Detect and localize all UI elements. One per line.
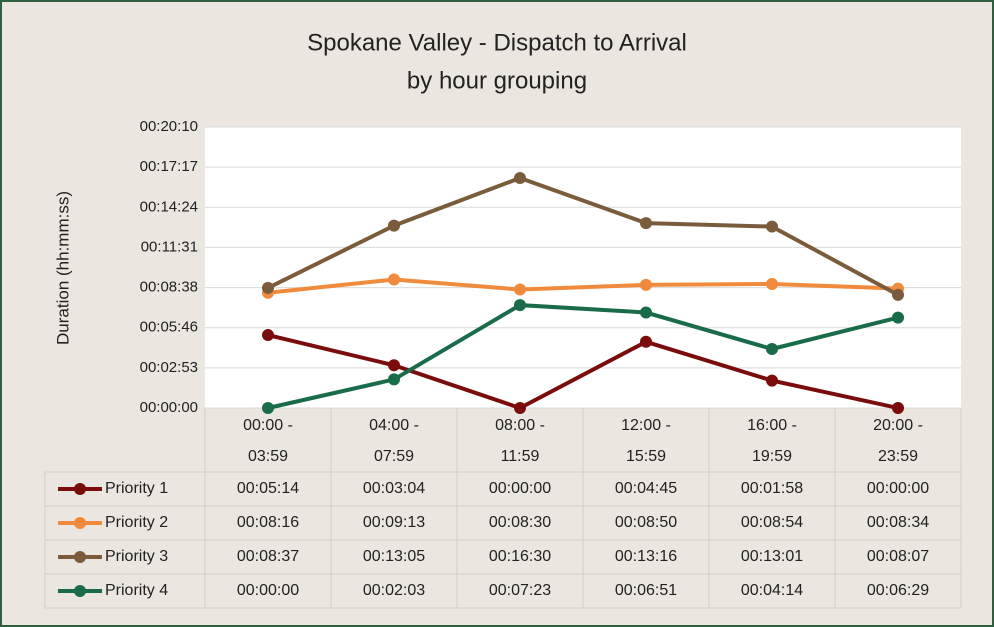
x-tick-label: 20:00 - 23:59: [873, 417, 923, 465]
table-cell: 00:00:00: [489, 480, 551, 497]
chart-subtitle: by hour grouping: [407, 67, 587, 94]
legend-label: Priority 3: [105, 548, 168, 565]
y-tick-label: 00:17:17: [140, 158, 198, 175]
plot-area: [205, 127, 961, 408]
y-tick-label: 00:11:31: [141, 238, 198, 255]
series-line: [267, 333, 899, 411]
table-cell: 00:05:14: [237, 480, 299, 497]
point: [514, 283, 526, 296]
table-cell: 00:08:07: [867, 548, 929, 565]
point: [262, 281, 274, 294]
point: [766, 277, 778, 290]
table-cell: 00:08:37: [237, 548, 299, 565]
table-cell: 00:00:00: [237, 582, 299, 599]
point: [514, 402, 526, 414]
table-cell: 00:07:23: [489, 582, 551, 599]
series-line: [267, 175, 899, 297]
point: [388, 373, 400, 386]
y-tick-label: 00:14:24: [140, 198, 198, 215]
legend-label: Priority 1: [105, 480, 168, 497]
chart-title: Spokane Valley - Dispatch to Arrival: [307, 29, 687, 56]
point: [640, 335, 652, 348]
point: [388, 359, 400, 372]
table-cell: 00:08:54: [741, 514, 803, 531]
table-cell: 00:04:45: [615, 480, 677, 497]
y-tick-label: 00:08:38: [140, 279, 198, 296]
table-cell: 00:02:03: [363, 582, 425, 599]
point: [640, 217, 652, 230]
point: [766, 342, 778, 355]
legend-key: [74, 551, 86, 563]
point: [388, 219, 400, 232]
point: [262, 329, 274, 342]
x-tick-label: 08:00 - 11:59: [495, 417, 545, 465]
legend-key: [74, 585, 86, 597]
table-cell: 00:13:16: [615, 548, 677, 565]
table-cell: 00:06:29: [867, 582, 929, 599]
table-cell: 00:06:51: [615, 582, 677, 599]
point: [388, 273, 400, 286]
legend-key: [74, 517, 86, 529]
point: [892, 311, 904, 324]
point: [766, 374, 778, 387]
legend-label: Priority 2: [105, 514, 168, 531]
point: [640, 278, 652, 291]
table-cell: 00:16:30: [489, 548, 551, 565]
table-cell: 00:13:01: [741, 548, 803, 565]
series-line: [267, 277, 899, 295]
x-tick-label: 12:00 - 15:59: [621, 417, 671, 465]
y-axis-label: Duration (hh:mm:ss): [53, 191, 72, 345]
table-cell: 00:08:16: [237, 514, 299, 531]
table-cell: 00:01:58: [741, 480, 803, 497]
x-tick-label: 00:00 - 03:59: [243, 417, 293, 465]
x-tick-label: 16:00 - 19:59: [747, 417, 797, 465]
point: [892, 288, 904, 301]
y-tick-label: 00:00:00: [140, 399, 198, 416]
point: [514, 299, 526, 312]
table-cell: 00:08:50: [615, 514, 677, 531]
x-tick-label: 04:00 - 07:59: [369, 417, 419, 465]
table-cell: 00:08:34: [867, 514, 929, 531]
table-cell: 00:08:30: [489, 514, 551, 531]
table-cell: 00:09:13: [363, 514, 425, 531]
y-tick-label: 00:02:53: [140, 359, 198, 376]
table-cell: 00:00:00: [867, 480, 929, 497]
point: [262, 402, 274, 414]
legend-key: [74, 483, 86, 495]
y-tick-label: 00:20:10: [140, 118, 198, 135]
point: [766, 220, 778, 233]
y-tick-label: 00:05:46: [140, 319, 198, 336]
table-cell: 00:13:05: [363, 548, 425, 565]
table-cell: 00:03:04: [363, 480, 425, 497]
series-line: [267, 303, 899, 410]
legend-label: Priority 4: [105, 582, 168, 599]
point: [892, 402, 904, 414]
table-cell: 00:04:14: [741, 582, 803, 599]
point: [514, 172, 526, 185]
point: [640, 306, 652, 319]
